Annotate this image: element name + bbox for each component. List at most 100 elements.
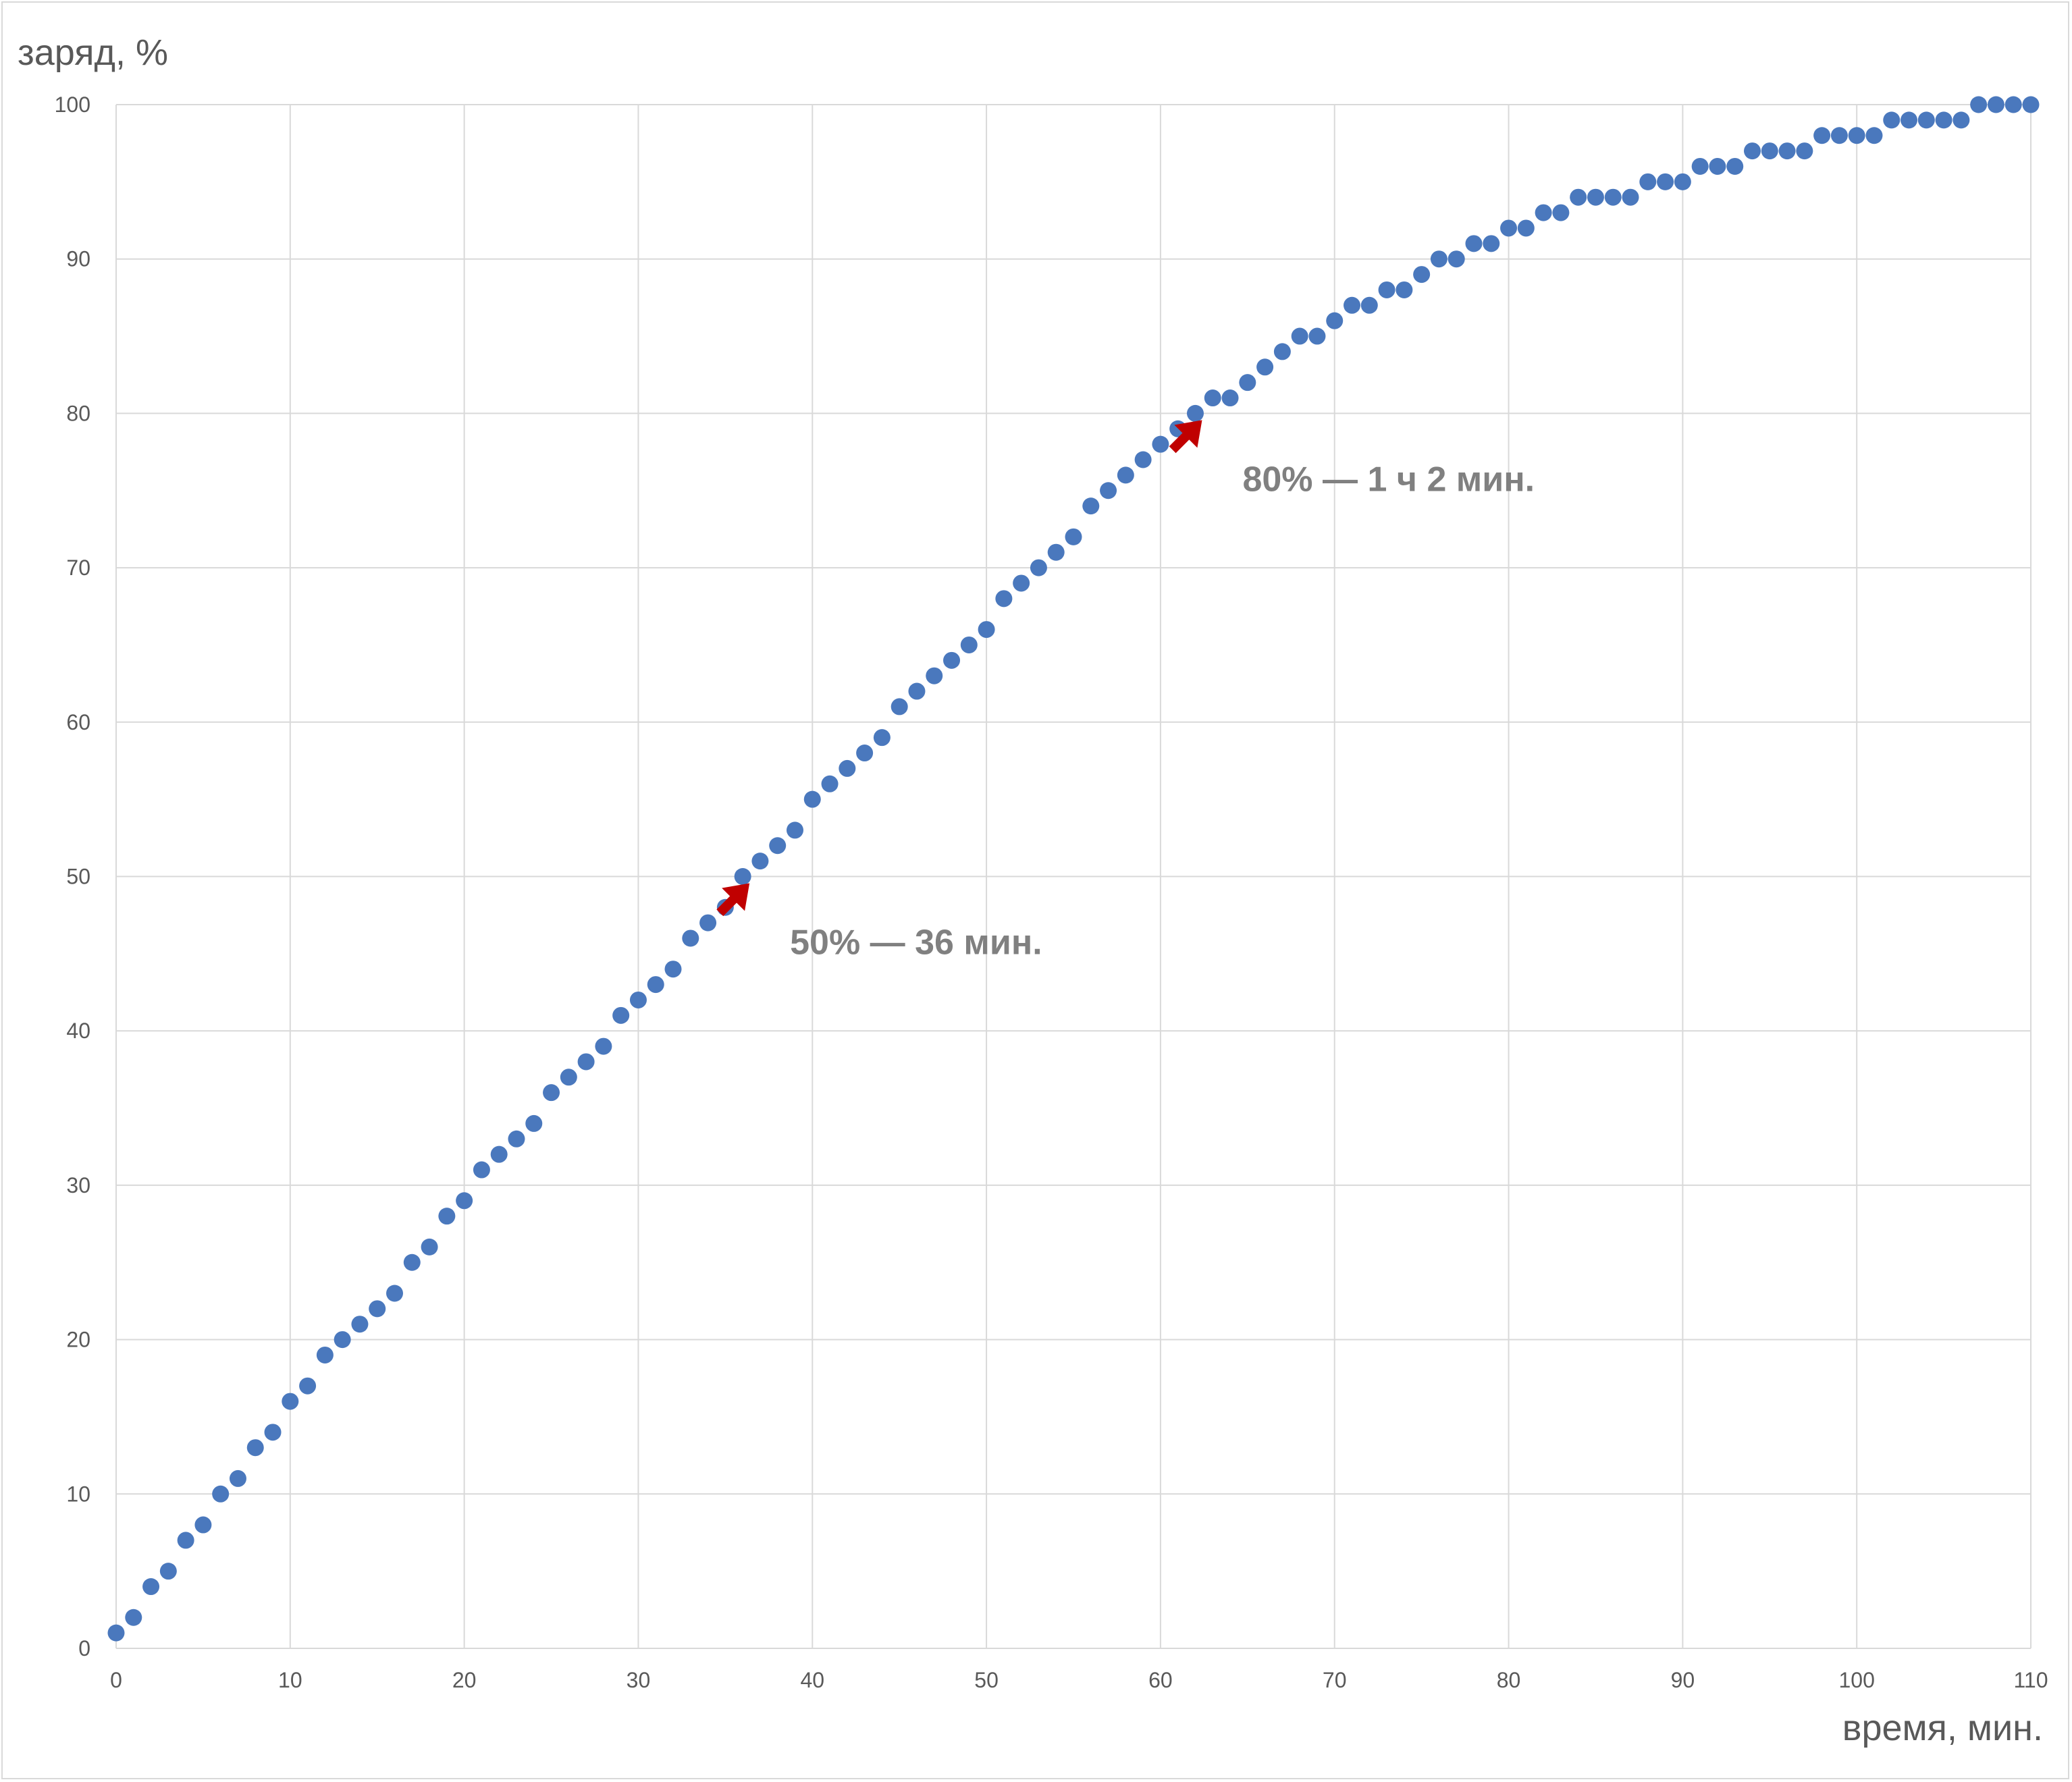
- x-tick-label-11: 110: [2013, 1668, 2048, 1692]
- x-tick-label-0: 0: [110, 1668, 122, 1692]
- data-point-76: [1430, 250, 1447, 268]
- data-point-27: [577, 1053, 595, 1071]
- gridlines: [115, 104, 2031, 1649]
- x-tick-label-9: 90: [1671, 1668, 1695, 1692]
- data-point-92: [1709, 157, 1726, 175]
- data-point-42: [839, 759, 856, 777]
- annotation-arrow-0: [716, 883, 750, 917]
- data-point-24: [525, 1114, 543, 1132]
- data-point-103: [1901, 111, 1918, 129]
- y-tick-label-6: 60: [66, 710, 90, 734]
- data-point-21: [473, 1161, 490, 1179]
- data-point-75: [1413, 266, 1431, 284]
- annotation-label-0: 50% — 36 мин.: [790, 923, 1042, 963]
- data-point-55: [1065, 528, 1082, 545]
- data-point-96: [1778, 142, 1796, 160]
- data-point-29: [612, 1006, 630, 1024]
- data-point-34: [699, 914, 717, 932]
- data-point-51: [995, 590, 1013, 608]
- x-tick-label-4: 40: [800, 1668, 824, 1692]
- data-point-60: [1152, 435, 1169, 453]
- data-point-10: [282, 1393, 299, 1410]
- data-point-25: [543, 1084, 560, 1102]
- data-point-66: [1256, 358, 1274, 376]
- data-point-64: [1221, 389, 1239, 407]
- data-point-36: [734, 868, 751, 885]
- data-point-98: [1813, 127, 1831, 144]
- data-point-63: [1204, 389, 1221, 407]
- x-tick-label-7: 70: [1323, 1668, 1347, 1692]
- data-point-77: [1447, 250, 1465, 268]
- data-point-83: [1552, 204, 1570, 221]
- data-point-73: [1378, 281, 1396, 298]
- data-point-78: [1465, 235, 1483, 252]
- data-point-19: [438, 1208, 456, 1225]
- data-point-67: [1273, 343, 1291, 360]
- y-tick-label-9: 90: [66, 247, 90, 271]
- y-tick-label-7: 70: [66, 556, 90, 580]
- data-point-9: [264, 1424, 282, 1441]
- x-tick-label-1: 10: [278, 1668, 302, 1692]
- data-point-56: [1082, 497, 1100, 515]
- data-point-4: [177, 1532, 194, 1549]
- y-tick-label-2: 20: [66, 1328, 90, 1352]
- data-point-8: [246, 1439, 264, 1457]
- data-point-2: [142, 1578, 160, 1596]
- data-point-80: [1500, 219, 1518, 237]
- data-point-54: [1047, 543, 1065, 561]
- data-point-5: [194, 1516, 212, 1534]
- data-point-22: [490, 1145, 508, 1163]
- data-point-30: [629, 991, 647, 1008]
- y-tick-label-1: 10: [66, 1482, 90, 1506]
- x-tick-label-8: 80: [1497, 1668, 1521, 1692]
- data-point-40: [803, 790, 821, 808]
- data-point-100: [1848, 127, 1865, 144]
- data-point-20: [456, 1192, 473, 1210]
- data-point-69: [1308, 327, 1326, 345]
- data-point-93: [1726, 157, 1744, 175]
- data-point-59: [1134, 451, 1152, 468]
- data-point-72: [1360, 296, 1378, 314]
- data-point-81: [1517, 219, 1535, 237]
- data-point-102: [1883, 111, 1901, 129]
- x-tick-label-2: 20: [452, 1668, 477, 1692]
- data-point-45: [891, 698, 908, 716]
- data-point-49: [960, 636, 978, 653]
- data-point-16: [386, 1285, 404, 1302]
- data-point-110: [2022, 96, 2040, 113]
- data-point-48: [943, 651, 961, 669]
- data-point-97: [1796, 142, 1813, 160]
- data-point-88: [1639, 173, 1657, 190]
- y-tick-label-5: 50: [66, 865, 90, 889]
- annotation-arrow-shape-0: [716, 883, 750, 917]
- data-point-23: [508, 1130, 525, 1148]
- y-tick-label-10: 100: [55, 92, 90, 117]
- data-point-0: [107, 1624, 125, 1642]
- data-point-58: [1117, 466, 1134, 484]
- y-tick-label-0: 0: [78, 1636, 90, 1660]
- data-point-28: [595, 1037, 612, 1055]
- data-point-89: [1657, 173, 1674, 190]
- data-point-109: [2004, 96, 2022, 113]
- data-point-65: [1239, 374, 1256, 392]
- data-point-71: [1344, 296, 1361, 314]
- data-point-74: [1396, 281, 1413, 298]
- data-point-26: [560, 1069, 577, 1086]
- data-point-94: [1743, 142, 1761, 160]
- data-point-57: [1100, 482, 1117, 500]
- data-point-46: [908, 682, 926, 700]
- x-tick-label-3: 30: [627, 1668, 651, 1692]
- data-point-99: [1830, 127, 1848, 144]
- data-point-6: [212, 1485, 230, 1503]
- data-point-38: [769, 837, 787, 855]
- data-point-70: [1326, 312, 1344, 329]
- annotation-arrow-shape-1: [1169, 420, 1202, 454]
- annotation-arrow-1: [1169, 420, 1202, 454]
- x-tick-label-6: 60: [1148, 1668, 1173, 1692]
- data-point-39: [786, 821, 803, 839]
- y-tick-label-8: 80: [66, 401, 90, 425]
- data-point-13: [334, 1331, 351, 1349]
- data-point-44: [873, 729, 891, 747]
